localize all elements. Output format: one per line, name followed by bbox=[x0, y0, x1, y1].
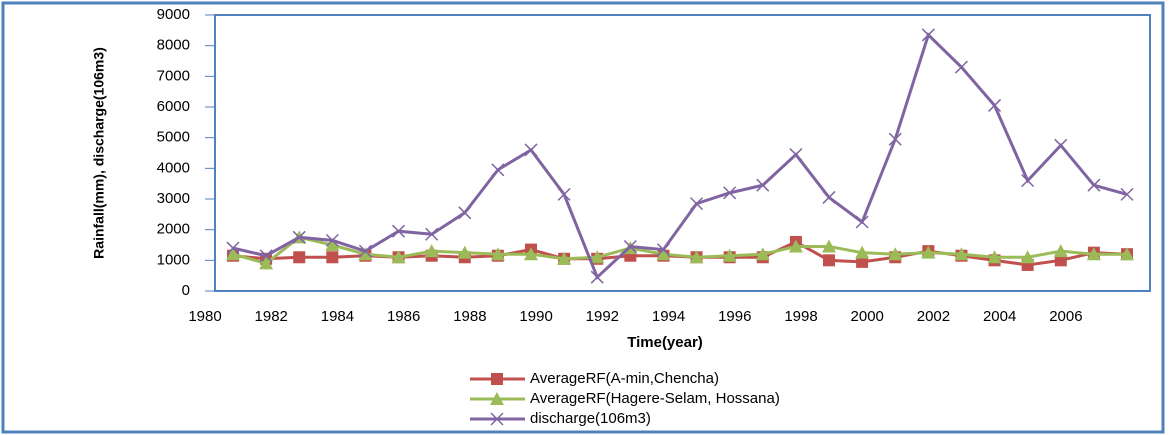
marker bbox=[722, 248, 737, 262]
marker bbox=[755, 247, 770, 261]
y-tick-label: 2000 bbox=[157, 221, 190, 238]
marker bbox=[822, 190, 836, 204]
legend-label: discharge(106m3) bbox=[530, 410, 651, 427]
marker bbox=[490, 392, 504, 405]
marker bbox=[1120, 247, 1134, 261]
marker bbox=[490, 247, 505, 261]
marker bbox=[855, 245, 870, 259]
marker bbox=[1021, 174, 1035, 188]
y-tick-label: 4000 bbox=[157, 159, 190, 176]
x-tick-label: 1988 bbox=[453, 308, 486, 325]
marker bbox=[723, 186, 737, 200]
marker bbox=[259, 256, 274, 270]
y-tick-label: 5000 bbox=[157, 129, 190, 146]
marker bbox=[1054, 254, 1067, 267]
x-tick-label: 1984 bbox=[321, 308, 354, 325]
marker bbox=[259, 249, 273, 263]
y-tick-label: 0 bbox=[182, 282, 190, 299]
x-tick-label: 2004 bbox=[983, 308, 1016, 325]
marker bbox=[1086, 247, 1101, 261]
marker bbox=[226, 247, 240, 261]
marker bbox=[888, 132, 902, 146]
marker bbox=[491, 163, 505, 177]
marker bbox=[789, 148, 803, 162]
x-tick-label: 1998 bbox=[784, 308, 817, 325]
marker bbox=[756, 178, 770, 192]
marker bbox=[457, 245, 472, 259]
marker bbox=[491, 373, 503, 385]
y-tick-label: 6000 bbox=[157, 98, 190, 115]
marker bbox=[1020, 250, 1035, 264]
y-tick-label: 9000 bbox=[157, 6, 190, 23]
marker bbox=[392, 224, 406, 238]
marker bbox=[325, 238, 340, 251]
marker bbox=[954, 247, 969, 261]
marker bbox=[590, 270, 604, 284]
x-tick-label: 1982 bbox=[255, 308, 288, 325]
marker bbox=[987, 250, 1002, 264]
marker bbox=[921, 245, 936, 259]
marker bbox=[690, 197, 704, 211]
x-tick-label: 1986 bbox=[387, 308, 420, 325]
marker bbox=[623, 240, 637, 254]
y-tick-label: 3000 bbox=[157, 190, 190, 207]
marker bbox=[656, 247, 671, 261]
marker bbox=[954, 60, 968, 74]
x-tick-label: 1992 bbox=[586, 308, 619, 325]
x-tick-label: 2006 bbox=[1049, 308, 1082, 325]
marker bbox=[557, 251, 572, 265]
marker bbox=[358, 247, 373, 261]
y-axis-label: Rainfall(mm), discharge(106m3) bbox=[91, 47, 107, 259]
marker bbox=[490, 412, 504, 426]
marker bbox=[788, 239, 803, 253]
marker bbox=[1087, 178, 1101, 192]
marker bbox=[1054, 138, 1068, 152]
marker bbox=[326, 251, 339, 264]
x-tick-label: 1990 bbox=[519, 308, 552, 325]
marker bbox=[921, 28, 935, 42]
marker bbox=[590, 250, 605, 264]
x-tick-label: 1980 bbox=[188, 308, 221, 325]
marker bbox=[458, 206, 472, 220]
marker bbox=[822, 239, 836, 253]
marker bbox=[391, 250, 406, 264]
marker bbox=[855, 215, 869, 229]
marker bbox=[358, 244, 372, 258]
x-axis-label: Time(year) bbox=[627, 334, 703, 351]
legend-label: AverageRF(A-min,Chencha) bbox=[530, 370, 719, 387]
marker bbox=[988, 98, 1002, 112]
marker bbox=[524, 143, 538, 157]
y-tick-label: 8000 bbox=[157, 37, 190, 54]
x-tick-label: 1996 bbox=[718, 308, 751, 325]
plot-frame bbox=[214, 14, 1151, 292]
marker bbox=[557, 187, 571, 201]
x-tick-label: 1994 bbox=[652, 308, 685, 325]
series-line bbox=[232, 235, 1127, 266]
marker bbox=[856, 255, 869, 268]
series-line bbox=[232, 32, 1128, 280]
marker bbox=[293, 251, 306, 264]
y-tick-label: 7000 bbox=[157, 67, 190, 84]
marker bbox=[689, 250, 704, 264]
marker bbox=[424, 244, 439, 258]
marker bbox=[656, 243, 670, 257]
marker bbox=[888, 247, 903, 261]
marker bbox=[226, 241, 240, 255]
x-tick-label: 2000 bbox=[851, 308, 884, 325]
y-tick-label: 1000 bbox=[157, 251, 190, 268]
marker bbox=[425, 227, 439, 241]
marker bbox=[1053, 244, 1068, 258]
marker bbox=[1120, 187, 1134, 201]
legend-label: AverageRF(Hagere-Selam, Hossana) bbox=[530, 390, 780, 407]
marker bbox=[524, 247, 538, 261]
marker bbox=[325, 233, 339, 247]
marker bbox=[292, 230, 306, 244]
marker bbox=[823, 254, 835, 267]
x-tick-label: 2002 bbox=[917, 308, 950, 325]
